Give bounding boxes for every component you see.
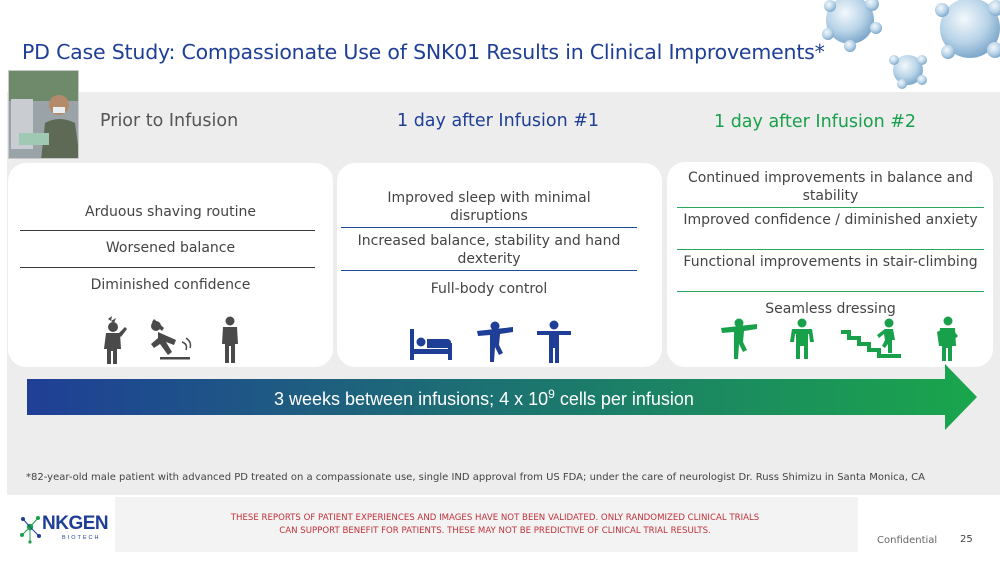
divider [677, 207, 984, 208]
slipping-person-icon [151, 319, 192, 360]
page-title: PD Case Study: Compassionate Use of SNK0… [22, 40, 825, 64]
timeline-arrow [27, 364, 977, 430]
improvement-item: Continued improvements in balance and st… [687, 170, 974, 204]
improvement-item: Improved sleep with minimal disruptions [387, 190, 591, 224]
confidential-label: Confidential [877, 535, 938, 546]
divider [20, 230, 315, 231]
stair-climbing-icon [841, 318, 901, 358]
improvement-item: Functional improvements in stair-climbin… [683, 254, 978, 270]
infusion-2-card: Continued improvements in balance and st… [667, 162, 993, 367]
improvement-item: Full-body control [430, 281, 548, 297]
infusion-1-card: Improved sleep with minimal disruptions … [337, 163, 662, 367]
column-heading-infusion-2: 1 day after Infusion #2 [714, 112, 917, 132]
headache-person-icon [104, 316, 127, 364]
symptom-item: Diminished confidence [90, 277, 251, 293]
page-number: 25 [960, 534, 973, 545]
improvement-item: Improved confidence / diminished anxiety [683, 212, 978, 228]
prior-infusion-card: Arduous shaving routine Worsened balance… [8, 163, 333, 367]
disclaimer-panel [115, 497, 858, 552]
patient-photo [8, 70, 79, 159]
divider [341, 227, 637, 228]
footnote: *82-year-old male patient with advanced … [26, 472, 925, 483]
balancing-person-icon [721, 318, 757, 359]
confident-person-icon [790, 318, 814, 359]
logo-wordmark: NKGEN [42, 513, 109, 534]
divider [677, 291, 984, 292]
timeline-arrow-label: 3 weeks between infusions; 4 x 109 cells… [274, 387, 694, 409]
disclaimer: THESE REPORTS OF PATIENT EXPERIENCES AND… [200, 512, 790, 538]
divider [677, 249, 984, 250]
divider [341, 270, 637, 271]
disclaimer-line: CAN SUPPORT BENEFIT FOR PATIENTS. THESE … [279, 526, 711, 536]
sleeping-in-bed-icon [410, 329, 452, 360]
improvement-item: Increased balance, stability and hand de… [357, 233, 621, 267]
improvement-item: Seamless dressing [765, 301, 896, 317]
dressing-person-icon [937, 316, 958, 361]
logo-subtitle: BIOTECH [62, 535, 101, 541]
nk-cell-decoration-icon [822, 0, 1000, 89]
symptom-item: Worsened balance [105, 240, 236, 256]
disclaimer-line: THESE REPORTS OF PATIENT EXPERIENCES AND… [230, 513, 760, 523]
standing-person-icon [222, 316, 238, 363]
symptom-item: Arduous shaving routine [85, 204, 256, 220]
divider [20, 267, 315, 268]
column-heading-prior: Prior to Infusion [100, 111, 239, 131]
nkgen-biotech-logo [20, 516, 41, 544]
arms-out-person-icon [537, 320, 571, 363]
column-heading-infusion-1: 1 day after Infusion #1 [397, 111, 600, 131]
balancing-person-icon [477, 321, 513, 362]
